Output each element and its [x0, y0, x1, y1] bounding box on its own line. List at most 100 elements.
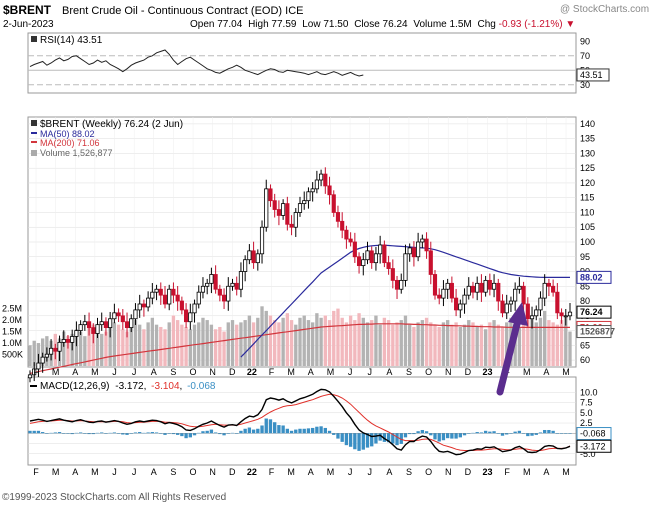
candle-body	[559, 312, 564, 317]
candle-body	[243, 259, 248, 272]
volume-bar	[281, 317, 285, 366]
volume-bar	[564, 315, 568, 366]
volume-bar	[167, 322, 171, 366]
macd-legend-label: MACD(12,26,9)	[40, 381, 109, 392]
macd-hist-bar	[445, 433, 450, 439]
macd-hist-bar	[281, 425, 285, 434]
macd-hist-bar	[488, 431, 492, 434]
volume-bar	[420, 320, 425, 366]
macd-hist-bar	[57, 432, 62, 434]
macd-x-label: A	[308, 467, 314, 477]
up-arrow-annotation	[496, 302, 528, 396]
volume-bar	[315, 313, 319, 366]
candle-body	[40, 356, 45, 364]
candle-body	[420, 238, 425, 243]
candle-body	[184, 309, 189, 323]
candle-body	[441, 288, 446, 299]
candle-body	[331, 194, 336, 213]
candle-body	[124, 321, 130, 329]
macd-x-label: F	[33, 467, 39, 477]
volume-bar	[273, 320, 277, 366]
volume-bar	[108, 326, 112, 366]
close-value-badge	[576, 305, 612, 319]
volume-bar	[74, 329, 79, 366]
symbol-title[interactable]: $BRENT	[3, 3, 52, 17]
candle-body	[483, 279, 488, 293]
volume-bar	[260, 306, 264, 366]
macd-hist-bar	[239, 430, 243, 434]
candle-body	[428, 250, 433, 275]
candle-body	[129, 318, 134, 329]
ma50-legend-text: MA(50) 88.02	[40, 129, 95, 139]
macd-hist-bar	[260, 425, 264, 434]
macd-value-badge	[576, 439, 612, 453]
candle-body	[112, 312, 117, 320]
macd-hist-bar	[277, 425, 281, 434]
candle-body	[344, 229, 349, 240]
candle-body	[91, 327, 96, 334]
macd-x-label: F	[504, 467, 510, 477]
macd-tick-label: 10.0	[580, 387, 598, 397]
volume-bar	[505, 322, 509, 366]
macd-hist-bar	[458, 433, 462, 438]
macd-hist-bar	[420, 429, 425, 434]
macd-x-label: N	[209, 467, 216, 477]
candle-body	[352, 241, 357, 258]
macd-hist-bar	[91, 433, 95, 435]
macd-hist-bar	[100, 432, 104, 434]
price-legend-text: $BRENT (Weekly) 76.24 (2 Jun)	[40, 119, 183, 130]
volume-bar	[357, 313, 361, 366]
candle-body	[255, 253, 260, 264]
volume-bar	[247, 315, 252, 366]
macd-hist-bar	[171, 433, 176, 435]
candle-body	[171, 288, 176, 296]
macd-x-label: D	[465, 467, 472, 477]
candle-body	[534, 309, 539, 317]
macd-hist-bar	[517, 430, 522, 434]
volume-bar	[218, 326, 222, 366]
candle-body	[508, 300, 514, 305]
volume-tick-label: 2.0M	[2, 315, 22, 325]
candle-body	[44, 353, 49, 358]
volume-bar	[416, 322, 420, 366]
volume-bar	[433, 324, 437, 366]
macd-hist-bar	[159, 433, 163, 434]
price-tick-label: 115	[580, 193, 594, 203]
volume-tick-label: 2.5M	[2, 304, 22, 314]
volume-bar	[226, 322, 230, 366]
volume-bar	[467, 320, 471, 366]
candle-body	[504, 303, 509, 314]
volume-bar	[559, 320, 564, 366]
volume-bar	[243, 320, 247, 366]
macd-hist-bar	[53, 432, 57, 434]
macd-hist-bar	[289, 430, 294, 434]
macd-hist-bar	[74, 432, 79, 434]
volume-bar	[100, 333, 104, 366]
macd-x-label: J	[348, 467, 353, 477]
price-x-label: J	[112, 367, 117, 377]
macd-hist-bar	[399, 433, 403, 444]
macd-tick-label: 5.0	[580, 408, 593, 418]
macd-x-label: S	[170, 467, 176, 477]
macd-hist-bar	[104, 433, 108, 434]
volume-bar	[192, 324, 197, 366]
volume-bar	[382, 317, 387, 366]
volume-bar	[268, 315, 273, 366]
volume-bar	[175, 320, 180, 366]
price-x-label: N	[209, 367, 216, 377]
macd-hist-bar	[378, 433, 382, 441]
macd-hist-bar	[205, 430, 209, 434]
macd-hist-bar	[129, 433, 133, 434]
candle-body	[335, 212, 341, 222]
candle-body	[555, 291, 560, 314]
candle-body	[390, 268, 395, 281]
macd-hist-bar	[543, 429, 547, 434]
volume-bar	[201, 317, 205, 366]
volume-legend-swatch	[31, 150, 37, 156]
macd-hist-bar	[441, 433, 446, 441]
candlesticks	[27, 167, 573, 383]
candle-body	[259, 226, 265, 255]
volume-bar	[230, 320, 235, 366]
candle-body	[103, 321, 109, 329]
candle-body	[323, 173, 328, 187]
